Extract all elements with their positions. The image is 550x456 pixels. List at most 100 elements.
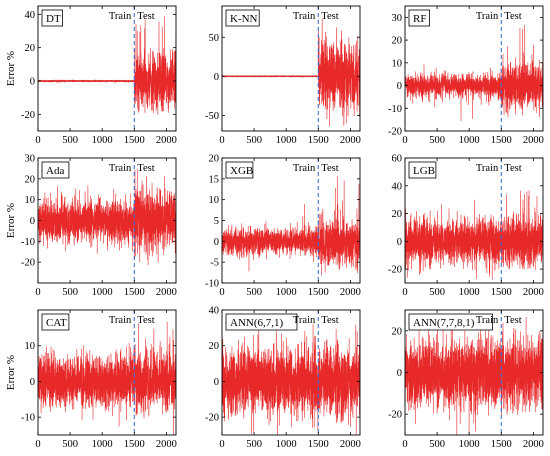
y-tick-label: 20 [209, 341, 220, 352]
y-tick-label: 40 [209, 306, 220, 317]
x-tick-label: 1000 [92, 439, 113, 450]
y-tick-label: -20 [388, 127, 402, 138]
panel-title: XGB [230, 165, 253, 177]
y-tick-label: 0 [214, 72, 219, 83]
x-tick-label: 0 [35, 439, 40, 450]
test-label: Test [504, 11, 521, 22]
y-tick-label: -10 [21, 237, 35, 248]
panel-title: CAT [46, 317, 67, 329]
train-label: Train [476, 315, 499, 326]
x-tick-label: 1000 [92, 135, 113, 146]
y-tick-label: 0 [30, 216, 35, 227]
series-line [405, 317, 543, 435]
title-box [225, 9, 260, 27]
axes-frame [221, 5, 361, 132]
x-tick-label: 500 [246, 287, 262, 298]
y-tick-label: -10 [388, 104, 402, 115]
x-tick-label: 2000 [523, 135, 544, 146]
y-tick-label: 10 [392, 58, 403, 69]
panel-xgb: 0 500 1000 1500 2000 -10 -5 0 5 10 15 20 XGB Train Tes… [205, 154, 361, 299]
panel-title: LGB [413, 165, 435, 177]
x-tick-label: 0 [219, 135, 224, 146]
x-tick-label: 2000 [340, 439, 361, 450]
x-tick-label: 1000 [276, 439, 297, 450]
y-tick-label: 5 [214, 216, 219, 227]
title-box [41, 9, 64, 27]
axes-frame [404, 5, 544, 132]
series-line [38, 169, 176, 266]
panel-title: K-NN [230, 13, 258, 25]
y-tick-label: 20 [25, 43, 36, 54]
x-tick-label: 500 [62, 439, 78, 450]
train-label: Train [293, 315, 316, 326]
x-tick-label: 0 [35, 135, 40, 146]
y-tick-label: 40 [25, 10, 36, 21]
y-tick-label: 20 [25, 174, 36, 185]
panel-dt: 0 500 1000 1500 2000 -20 0 20 40 Error % DT Train Te… [5, 5, 177, 146]
x-tick-label: 500 [246, 439, 262, 450]
title-box [408, 161, 437, 179]
y-tick-label: 30 [392, 13, 403, 24]
axes-frame [37, 5, 177, 132]
title-box [41, 313, 70, 331]
y-tick-label: -20 [205, 413, 219, 424]
y-tick-label: -50 [205, 111, 219, 122]
y-tick-label: 20 [392, 326, 403, 337]
x-tick-label: 1500 [124, 135, 145, 146]
x-tick-label: 0 [402, 287, 407, 298]
axes-frame [221, 309, 361, 436]
x-tick-label: 2000 [523, 287, 544, 298]
y-tick-label: 0 [214, 237, 219, 248]
title-box [41, 161, 70, 179]
series-line [38, 321, 176, 435]
y-tick-label: 15 [209, 174, 220, 185]
test-label: Test [137, 11, 154, 22]
x-tick-label: 1500 [308, 287, 329, 298]
train-label: Train [476, 11, 499, 22]
y-tick-label: -5 [210, 258, 219, 269]
y-tick-label: 0 [397, 81, 402, 92]
y-tick-label: 0 [30, 377, 35, 388]
x-tick-label: 1000 [459, 135, 480, 146]
x-tick-label: 1500 [491, 135, 512, 146]
x-tick-label: 2000 [156, 287, 177, 298]
series-line [222, 324, 360, 435]
y-tick-label: 0 [214, 377, 219, 388]
train-label: Train [109, 163, 132, 174]
y-tick-label: 0 [397, 237, 402, 248]
x-tick-label: 2000 [523, 439, 544, 450]
train-label: Train [293, 11, 316, 22]
x-tick-label: 0 [402, 439, 407, 450]
y-axis-label: Error % [5, 355, 17, 390]
test-label: Test [321, 11, 338, 22]
series-line [405, 190, 543, 280]
x-tick-label: 500 [62, 135, 78, 146]
axes-frame [404, 157, 544, 284]
panel-title: DT [46, 13, 61, 25]
series-line [405, 25, 543, 122]
panel-ann-7-7-8-1-: 0 500 1000 1500 2000 -20 0 20 ANN(7,7,8,1) Train T… [388, 309, 544, 450]
series-line [222, 18, 360, 127]
y-tick-label: 0 [30, 77, 35, 88]
test-label: Test [504, 163, 521, 174]
y-tick-label: 0 [397, 368, 402, 379]
y-tick-label: 60 [392, 154, 403, 165]
panel-rf: 0 500 1000 1500 2000 -20 -10 0 10 20 30 RF Train Test [388, 5, 544, 146]
series-line [222, 176, 360, 276]
panel-title: ANN(6,7,1) [230, 317, 283, 329]
x-tick-label: 1500 [308, 135, 329, 146]
y-tick-label: 20 [209, 154, 220, 165]
y-tick-label: 50 [209, 33, 220, 44]
test-label: Test [504, 315, 521, 326]
y-tick-label: -10 [21, 413, 35, 424]
y-tick-label: 20 [392, 36, 403, 47]
y-tick-label: 10 [25, 195, 36, 206]
y-tick-label: -20 [388, 265, 402, 276]
train-label: Train [109, 315, 132, 326]
axes-frame [37, 309, 177, 436]
y-axis-label: Error % [5, 203, 17, 238]
y-tick-label: 30 [25, 154, 36, 165]
x-tick-label: 1500 [124, 439, 145, 450]
x-tick-label: 1500 [491, 439, 512, 450]
